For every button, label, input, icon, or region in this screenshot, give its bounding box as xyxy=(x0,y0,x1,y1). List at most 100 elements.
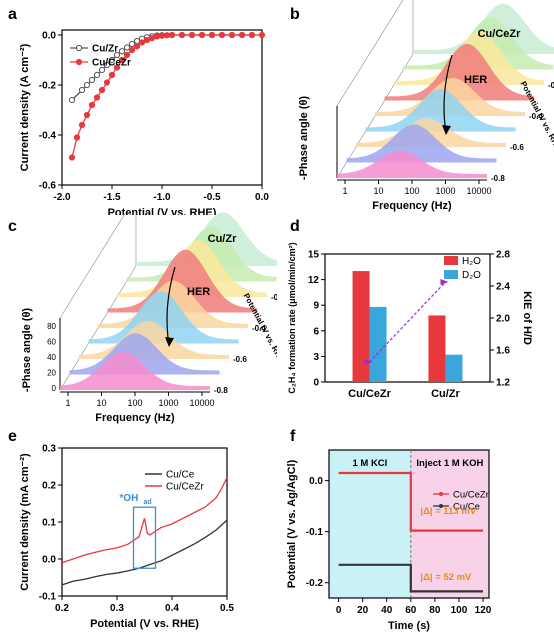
y-tick-label: 0.0 xyxy=(42,31,56,42)
data-point-Cu/CeZr xyxy=(78,121,86,129)
x-tick-label: -2.0 xyxy=(53,192,71,203)
y-tick-label: -0.2 xyxy=(39,81,57,92)
x-axis-label: Frequency (Hz) xyxy=(95,412,175,424)
y-tick-label: 20 xyxy=(47,369,56,378)
chart-b: 1 10 100 1000 10000 Frequency (Hz) -Phase angl… xyxy=(298,0,554,212)
legend-marker xyxy=(75,58,83,66)
x-axis-label: Potential (V vs. RHE) xyxy=(90,618,199,630)
bar-H₂O-Cu/CeZr xyxy=(352,271,370,382)
y-tick-label: -0.1 xyxy=(306,527,324,538)
panel-a-label: a xyxy=(8,6,17,23)
x-tick-label: 1000 xyxy=(158,398,178,408)
data-point-Cu/CeZr xyxy=(143,36,151,44)
ribbon--0.3 xyxy=(107,249,258,313)
series-line-Cu/Ce xyxy=(61,519,228,586)
y-tick-label: 12 xyxy=(308,275,320,286)
y-axis-label: -Phase angle (θ) xyxy=(21,308,33,393)
y-tick-label: 9 xyxy=(313,301,319,312)
data-point-Cu/CeZr xyxy=(228,31,236,39)
data-point-Cu/Zr xyxy=(113,51,121,59)
legend-label: Cu/Ce xyxy=(166,470,195,481)
y2-tick-label: 2.0 xyxy=(496,314,510,325)
bar-D₂O-Cu/Zr xyxy=(445,354,463,382)
her-annotation: HER xyxy=(187,286,210,298)
z-tick-label: -0.6 xyxy=(233,355,247,364)
z-tick-label: -0.6 xyxy=(510,143,524,152)
y-tick-label: 0.0 xyxy=(42,555,56,566)
data-point-Cu/CeZr xyxy=(98,86,106,94)
y2-tick-label: 1.2 xyxy=(496,378,510,389)
x-axis-label: Potential (V vs. RHE) xyxy=(108,207,217,215)
data-point-Cu/Zr xyxy=(88,76,96,84)
x-tick-label: Cu/Zr xyxy=(431,388,460,400)
delta-label: |Δ| = 113 mV xyxy=(420,506,476,517)
data-point-Cu/CeZr xyxy=(148,34,156,42)
data-point-Cu/CeZr xyxy=(258,31,266,39)
kie-marker xyxy=(440,279,449,285)
data-point-Cu/CeZr xyxy=(133,43,141,50)
bar-H₂O-Cu/Zr xyxy=(428,315,446,382)
data-point-Cu/CeZr xyxy=(103,79,111,86)
z-tick-label: -0.4 xyxy=(529,112,543,121)
region-1 xyxy=(410,450,489,598)
x-tick-label: 10000 xyxy=(466,186,491,196)
y-axis-label: Potential (V vs. Ag/AgCl) xyxy=(286,459,298,588)
series-line-Cu/Ce xyxy=(338,563,483,593)
y2-tick-label: 1.6 xyxy=(496,346,510,357)
data-point-Cu/CeZr xyxy=(248,31,256,39)
data-point-Cu/CeZr xyxy=(178,31,186,39)
z-tick-label: -0.4 xyxy=(252,324,266,333)
y-tick-label: -0.6 xyxy=(39,181,57,192)
chart-a: -2.0 -1.5 -1.0 -0.5 0.0 0.0 -0.2 -0.4 -0.6 Potent… xyxy=(19,29,269,215)
data-point-Cu/Zr xyxy=(118,48,126,55)
panel-d-label: d xyxy=(290,218,300,235)
plot-frame xyxy=(328,449,490,599)
y-axis-label: C₂H₄ formation rate (μmol/min/cm²) xyxy=(287,242,297,393)
data-point-Cu/CeZr xyxy=(198,31,206,39)
z-tick-label: -0.2 xyxy=(271,293,277,302)
x-tick-label: 0.0 xyxy=(255,192,269,203)
region-label: 1 M KCl xyxy=(352,458,387,469)
data-point-Cu/CeZr xyxy=(73,134,81,141)
y-tick-label: -0.2 xyxy=(306,578,324,589)
z-axis-label: Potential (V vs. RHE) xyxy=(242,292,277,366)
ribbon--0.8 xyxy=(337,150,487,178)
data-point-Cu/CeZr xyxy=(158,32,166,39)
data-point-Cu/CeZr xyxy=(153,33,161,40)
her-arrowhead xyxy=(442,125,451,135)
y2-tick-label: 2.8 xyxy=(496,250,510,261)
ribbon--0.3 xyxy=(384,43,535,101)
region-label: Inject 1 M KOH xyxy=(416,458,483,469)
data-point-Cu/CeZr xyxy=(208,31,216,39)
ohad-box xyxy=(132,506,157,569)
data-point-Cu/CeZr xyxy=(168,31,176,39)
data-point-Cu/CeZr xyxy=(218,31,226,39)
plot-frame xyxy=(61,447,228,597)
x-tick-label: 80 xyxy=(429,605,441,616)
x-tick-label: 0.4 xyxy=(165,603,179,614)
x-tick-label: -1.5 xyxy=(103,192,121,203)
data-point-Cu/CeZr xyxy=(138,39,146,46)
ribbon--0.5 xyxy=(365,89,516,132)
panel-b-label: b xyxy=(290,6,300,23)
y-tick-label: 0.1 xyxy=(42,518,56,529)
x-tick-label: -1.0 xyxy=(153,192,171,203)
data-point-Cu/Zr xyxy=(78,86,86,94)
data-point-Cu/Zr xyxy=(108,56,116,64)
y-tick-label: 40 xyxy=(47,353,56,362)
panel-e-label: e xyxy=(8,428,17,445)
kie-line xyxy=(369,281,446,363)
legend-marker xyxy=(439,492,443,496)
x-tick-label: 0.5 xyxy=(220,603,234,614)
legend-label: Cu/CeZr xyxy=(453,490,489,501)
data-point-Cu/CeZr xyxy=(83,111,91,119)
x-tick-label: 0.3 xyxy=(110,603,124,614)
panel-c-label: c xyxy=(8,218,17,235)
z-tick-label: -0.8 xyxy=(491,174,505,183)
ohad-annotation: *OH xyxy=(120,493,139,504)
data-point-Cu/Zr xyxy=(128,40,136,48)
x-axis-label: Frequency (Hz) xyxy=(372,200,452,212)
data-point-Cu/CeZr xyxy=(123,51,131,59)
y2-tick-label: 2.4 xyxy=(496,282,510,293)
x-tick-label: 100 xyxy=(404,186,419,196)
